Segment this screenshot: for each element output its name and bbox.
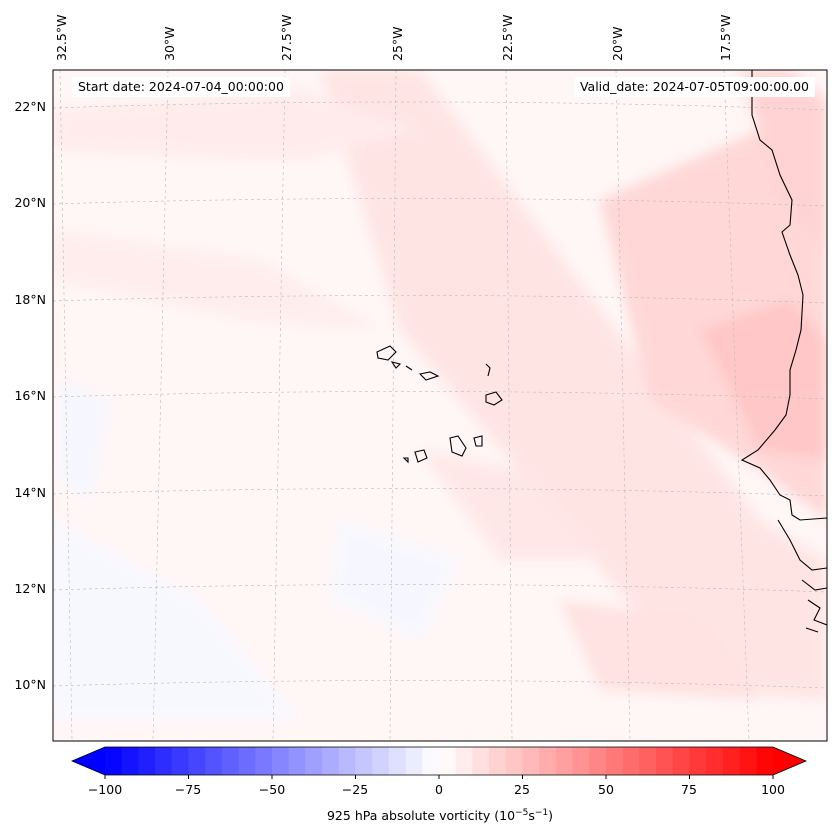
lat-label: 14°N: [14, 485, 46, 500]
colorbar-label: 925 hPa absolute vorticity (10−5s−1): [326, 808, 553, 824]
colorbar: [70, 746, 808, 779]
colorbar-tick: −100: [87, 782, 123, 797]
colorbar-tick: 100: [761, 782, 785, 797]
lon-label: 32.5°W: [54, 14, 69, 61]
colorbar-tick: −50: [258, 782, 286, 797]
colorbar-tick: 25: [514, 782, 530, 797]
colorbar-tick: 0: [435, 782, 443, 797]
colorbar-segment: [622, 747, 640, 775]
colorbar-segment: [138, 747, 156, 775]
colorbar-segment: [739, 747, 757, 775]
colorbar-tick: 75: [681, 782, 697, 797]
colorbar-segment: [305, 747, 323, 775]
colorbar-segment: [338, 747, 356, 775]
lat-label: 12°N: [14, 581, 46, 596]
colorbar-segment: [422, 747, 440, 775]
colorbar-segment: [288, 747, 306, 775]
colorbar-segment: [656, 747, 674, 775]
colorbar-segment: [255, 747, 273, 775]
lat-label: 22°N: [14, 99, 46, 114]
colorbar-segment: [155, 747, 173, 775]
valid-date-label: Valid_date: 2024-07-05T09:00:00.00: [573, 77, 815, 97]
colorbar-segment: [555, 747, 574, 775]
colorbar-segment: [489, 747, 507, 775]
colorbar-segment: [171, 747, 189, 775]
vorticity-field: [53, 70, 827, 720]
colorbar-segment: [756, 747, 774, 775]
lon-label: 20°W: [610, 26, 625, 61]
colorbar-segment: [589, 747, 607, 775]
colorbar-segment: [606, 747, 624, 775]
lon-label: 17.5°W: [718, 14, 733, 61]
africa-coastline: [740, 70, 827, 521]
colorbar-segment: [539, 747, 557, 775]
lon-label: 22.5°W: [500, 14, 515, 61]
colorbar-extend-min: [72, 747, 105, 775]
lon-label: 25°W: [390, 26, 405, 61]
colorbar-segment: [672, 747, 690, 775]
colorbar-tick: −75: [174, 782, 202, 797]
lon-label: 30°W: [162, 26, 177, 61]
colorbar-segment: [221, 747, 240, 775]
colorbar-segment: [322, 747, 340, 775]
colorbar-segment: [439, 747, 457, 775]
lon-label: 27.5°W: [279, 14, 294, 61]
colorbar-segment: [639, 747, 657, 775]
colorbar-segment: [238, 747, 256, 775]
colorbar-tick: 50: [598, 782, 614, 797]
colorbar-segment: [472, 747, 490, 775]
colorbar-segment: [388, 747, 407, 775]
start-date-label: Start date: 2024-07-04_00:00:00: [72, 77, 290, 97]
colorbar-segment: [188, 747, 206, 775]
colorbar-segment: [505, 747, 523, 775]
colorbar-segment: [689, 747, 707, 775]
colorbar-segment: [455, 747, 473, 775]
colorbar-segment: [121, 747, 139, 775]
colorbar-extend-max: [773, 747, 806, 775]
lat-label: 16°N: [14, 388, 46, 403]
colorbar-segment: [372, 747, 390, 775]
map-frame: [52, 69, 828, 742]
graticule: [53, 70, 827, 741]
colorbar-segment: [572, 747, 590, 775]
cape-verde-islands: [376, 345, 503, 464]
colorbar-segment: [405, 747, 423, 775]
colorbar-segment: [522, 747, 540, 775]
colorbar-tick: −25: [341, 782, 369, 797]
colorbar-segment: [205, 747, 223, 775]
colorbar-segment: [355, 747, 373, 775]
lat-label: 10°N: [14, 677, 46, 692]
lat-label: 20°N: [14, 195, 46, 210]
colorbar-segment: [722, 747, 741, 775]
colorbar-segment: [272, 747, 290, 775]
colorbar-segment: [706, 747, 724, 775]
colorbar-segment: [105, 747, 123, 775]
lat-label: 18°N: [14, 292, 46, 307]
